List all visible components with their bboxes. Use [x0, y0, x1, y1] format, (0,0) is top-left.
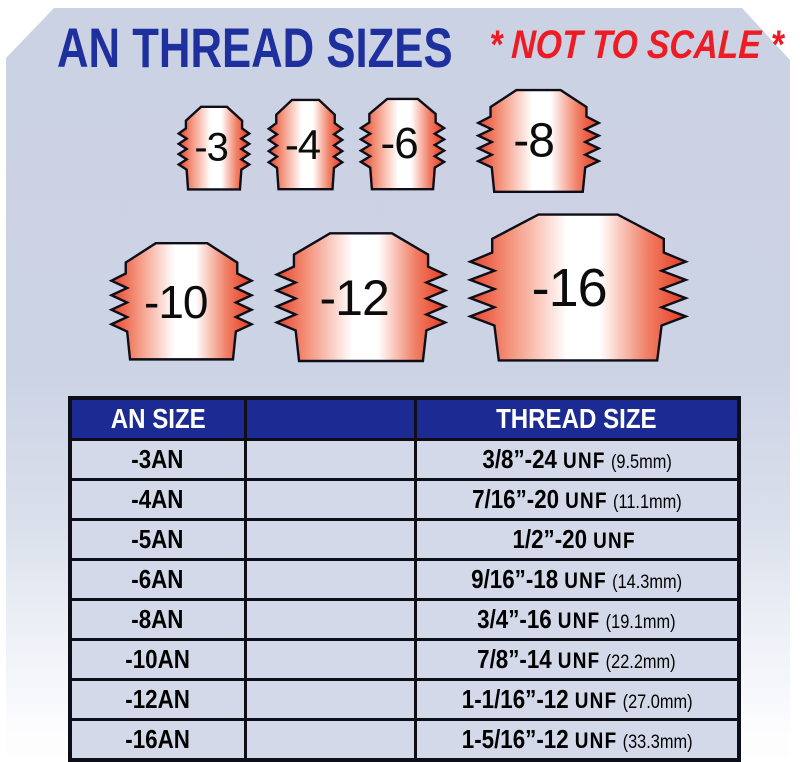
- not-to-scale-note: * NOT TO SCALE *: [488, 23, 785, 67]
- fitting-3: -3: [178, 106, 250, 192]
- thread-value: 1/2”-20: [512, 524, 588, 554]
- fitting-label: -3: [194, 125, 229, 170]
- thread-value: 7/8”-14: [477, 644, 553, 674]
- table-row: -12AN 1-1/16”-12 UNF (27.0mm): [68, 678, 741, 721]
- fitting-label: -8: [513, 114, 555, 168]
- thread-value: 3/8”-24: [482, 444, 557, 474]
- empty-cell: [243, 518, 417, 561]
- an-size-cell: -16AN: [68, 718, 247, 762]
- thread-metric: (11.1mm): [612, 492, 682, 513]
- thread-value: 3/4”-16: [477, 604, 553, 634]
- fitting-shape: [477, 89, 600, 195]
- an-size-cell: -12AN: [68, 678, 247, 721]
- thread-value: 9/16”-18: [471, 564, 559, 594]
- header-thread-size: THREAD SIZE: [413, 396, 741, 441]
- thread-value: 7/16”-20: [471, 484, 559, 514]
- table-row: -8AN 3/4”-16 UNF (19.1mm): [68, 598, 741, 641]
- thread-standard: UNF: [574, 728, 618, 753]
- table-row: -6AN 9/16”-18 UNF (14.3mm): [68, 558, 741, 601]
- table-row: -3AN 3/8”-24 UNF (9.5mm): [68, 438, 741, 481]
- thread-metric: (22.2mm): [606, 652, 676, 673]
- table-header-row: AN SIZE THREAD SIZE: [68, 396, 741, 441]
- thread-size-cell: 7/16”-20 UNF (11.1mm): [413, 478, 741, 521]
- table-row: -4AN 7/16”-20 UNF (11.1mm): [68, 478, 741, 521]
- thread-metric: (33.3mm): [622, 732, 693, 753]
- fitting-12: -12: [275, 232, 447, 365]
- an-size-table: AN SIZE THREAD SIZE -3AN 3/8”-24 UNF (9.5mm…: [68, 396, 741, 762]
- header-an-size: AN SIZE: [68, 396, 247, 441]
- an-size-cell: -8AN: [68, 598, 247, 641]
- table-header: AN SIZE THREAD SIZE: [68, 396, 741, 441]
- an-size-cell: -3AN: [68, 438, 247, 481]
- thread-standard: UNF: [593, 528, 636, 553]
- thread-metric: (9.5mm): [610, 452, 672, 473]
- empty-cell: [243, 558, 417, 601]
- fitting-8: -8: [477, 89, 600, 195]
- table-body: -3AN 3/8”-24 UNF (9.5mm) -4AN 7/16”-20 UNF (11.…: [68, 438, 741, 762]
- fitting-shape: [275, 232, 447, 365]
- thread-standard: UNF: [574, 688, 618, 713]
- page-title: AN THREAD SIZES: [57, 16, 453, 79]
- fitting-shape: [360, 98, 445, 192]
- thread-metric: (27.0mm): [622, 692, 693, 713]
- thread-standard: UNF: [558, 648, 601, 673]
- fitting-16: -16: [468, 213, 688, 365]
- fitting-shape: [268, 99, 343, 192]
- fitting-shape: [110, 242, 253, 363]
- thread-size-cell: 1-5/16”-12 UNF (33.3mm): [413, 718, 741, 762]
- thread-value: 1-5/16”-12: [461, 724, 569, 754]
- fitting-label: -6: [380, 119, 419, 168]
- empty-cell: [243, 678, 417, 721]
- fitting-shape: [178, 106, 250, 192]
- fitting-label: -4: [284, 120, 321, 168]
- empty-cell: [243, 438, 417, 481]
- thread-size-cell: 1/2”-20 UNF: [413, 518, 741, 561]
- thread-standard: UNF: [562, 448, 606, 473]
- thread-size-cell: 9/16”-18 UNF (14.3mm): [413, 558, 741, 601]
- fitting-shape: [468, 213, 688, 365]
- empty-cell: [243, 598, 417, 641]
- empty-cell: [243, 718, 417, 762]
- table-row: -10AN 7/8”-14 UNF (22.2mm): [68, 638, 741, 681]
- an-size-cell: -4AN: [68, 478, 247, 521]
- fitting-6: -6: [360, 98, 445, 192]
- fitting-4: -4: [268, 99, 343, 192]
- table-row: -16AN 1-5/16”-12 UNF (33.3mm): [68, 718, 741, 762]
- thread-size-cell: 3/8”-24 UNF (9.5mm): [413, 438, 741, 481]
- fitting-label: -10: [144, 275, 208, 328]
- fitting-label: -12: [319, 269, 389, 326]
- table-row: -5AN 1/2”-20 UNF: [68, 518, 741, 561]
- thread-size-cell: 1-1/16”-12 UNF (27.0mm): [413, 678, 741, 721]
- thread-metric: (19.1mm): [606, 612, 676, 633]
- thread-standard: UNF: [558, 608, 601, 633]
- empty-cell: [243, 478, 417, 521]
- an-size-cell: -5AN: [68, 518, 247, 561]
- thread-value: 1-1/16”-12: [461, 684, 569, 714]
- fitting-10: -10: [110, 242, 253, 363]
- an-size-cell: -10AN: [68, 638, 247, 681]
- fitting-label: -16: [531, 257, 608, 318]
- thread-metric: (14.3mm): [612, 572, 683, 593]
- thread-standard: UNF: [564, 568, 608, 593]
- an-size-cell: -6AN: [68, 558, 247, 601]
- header-middle-empty: [243, 396, 417, 441]
- thread-size-cell: 7/8”-14 UNF (22.2mm): [413, 638, 741, 681]
- empty-cell: [243, 638, 417, 681]
- thread-standard: UNF: [564, 488, 608, 513]
- thread-size-cell: 3/4”-16 UNF (19.1mm): [413, 598, 741, 641]
